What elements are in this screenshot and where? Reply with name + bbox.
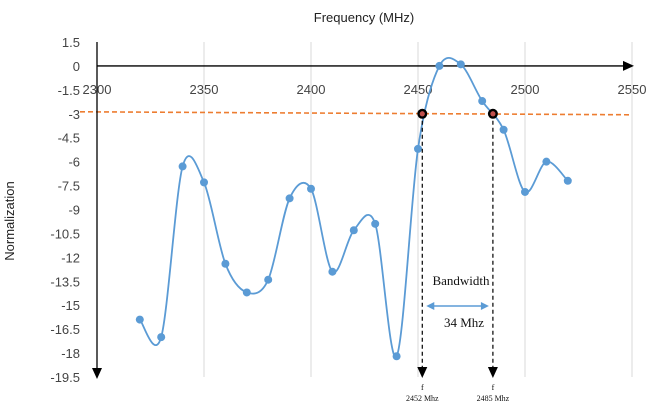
- x-tick-label-2550: 2550: [618, 82, 647, 97]
- x-tick-label-2350: 2350: [190, 82, 219, 97]
- y-axis-label: Normalization: [2, 181, 17, 260]
- data-point-2480: [478, 97, 487, 106]
- y-tick-label--15: -15: [61, 298, 80, 313]
- marker-arrow-icon-1: [487, 367, 498, 378]
- y-tick-label--9: -9: [68, 203, 80, 218]
- marker-dot-center-1: [490, 111, 496, 117]
- data-point-2470: [456, 60, 465, 69]
- data-point-2450: [414, 144, 422, 153]
- marker-label-f-0: f: [421, 383, 424, 392]
- data-point-2400: [307, 184, 315, 193]
- data-point-2380: [264, 275, 273, 284]
- minus-3db-reference-line: [79, 110, 633, 116]
- chart-title: Frequency (MHz): [314, 10, 414, 25]
- grid-lines: [203, 42, 633, 377]
- y-tick-label--19.5: -19.5: [50, 370, 80, 385]
- axes: [92, 42, 634, 379]
- marker-label-freq-0: 2452 Mhz: [406, 394, 439, 403]
- y-tick-label--10.5: -10.5: [50, 226, 80, 241]
- x-tick-label-2500: 2500: [511, 82, 540, 97]
- y-axis-arrow-icon: [92, 368, 102, 379]
- data-point-2440: [392, 352, 401, 361]
- x-tick-label-2300: 2300: [83, 82, 112, 97]
- bandwidth-markers: f 2452 Mhz f 2485 Mhz: [406, 108, 510, 403]
- data-point-2360: [221, 259, 230, 268]
- data-point-2330: [157, 333, 166, 342]
- y-tick-label--18: -18: [61, 346, 80, 361]
- marker-label-f-1: f: [492, 383, 495, 392]
- data-point-2460: [435, 61, 444, 70]
- tick-labels: 2300 2350 2400 2450 2500 2550 1.5 0 -1.5 -3 -4.5 -6…: [50, 35, 646, 385]
- data-point-2410: [328, 267, 337, 276]
- data-point-2520: [563, 176, 572, 185]
- data-point-2490: [499, 125, 508, 134]
- y-tick-label--16.5: -16.5: [50, 322, 80, 337]
- y-tick-label--13.5: -13.5: [50, 274, 80, 289]
- y-tick-label--3: -3: [68, 107, 80, 122]
- y-tick-label--4.5: -4.5: [58, 131, 80, 146]
- x-axis-arrow-icon: [623, 60, 634, 71]
- marker-dot-center-0: [419, 111, 425, 117]
- data-point-2510: [542, 157, 551, 166]
- bandwidth-label: Bandwidth: [432, 273, 490, 288]
- y-tick-label--1.5: -1.5: [58, 83, 80, 98]
- data-point-2350: [200, 178, 208, 187]
- series-points: [135, 60, 572, 361]
- data-point-2430: [371, 219, 380, 228]
- bandwidth-arrow-left-icon: [426, 302, 435, 310]
- y-tick-label-1.5: 1.5: [62, 35, 80, 50]
- y-tick-label-0: 0: [73, 59, 80, 74]
- bandwidth-arrow-right-icon: [480, 302, 489, 310]
- data-point-2390: [285, 194, 294, 203]
- data-point-2340: [178, 162, 187, 171]
- bandwidth-value: 34 Mhz: [444, 315, 484, 330]
- marker-label-freq-1: 2485 Mhz: [477, 394, 510, 403]
- y-tick-label--6: -6: [68, 155, 80, 170]
- data-point-2370: [242, 288, 251, 297]
- data-point-2500: [521, 187, 529, 196]
- marker-arrow-icon-0: [417, 367, 428, 378]
- y-tick-label--12: -12: [61, 250, 80, 265]
- data-point-2420: [349, 226, 358, 235]
- x-tick-label-2450: 2450: [404, 82, 433, 97]
- data-point-2320: [135, 315, 144, 324]
- x-tick-label-2400: 2400: [297, 82, 326, 97]
- y-tick-label--7.5: -7.5: [58, 179, 80, 194]
